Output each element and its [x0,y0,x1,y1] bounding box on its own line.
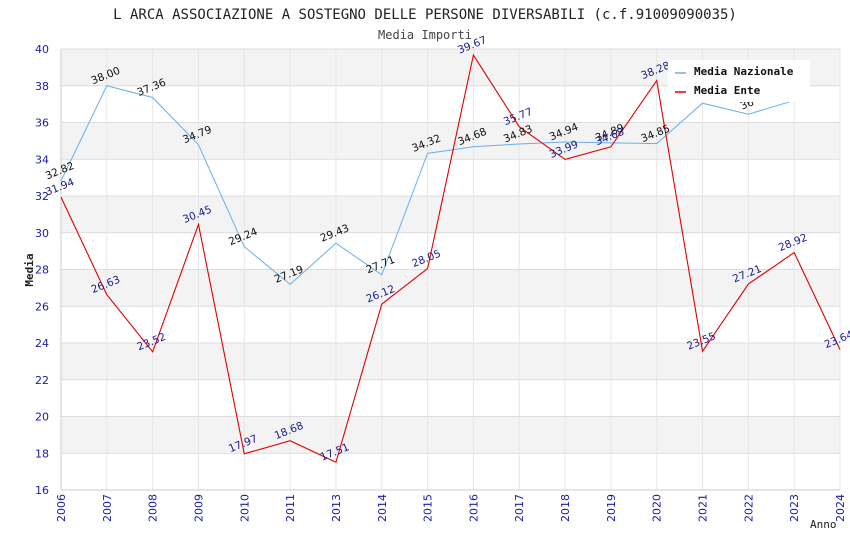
x-axis-label: Anno [810,518,837,531]
x-tick-label: 2009 [192,494,205,522]
y-axis-ticks: 16 18 20 22 24 26 28 30 32 34 36 38 40 [35,43,49,497]
y-axis-label: Media [23,253,36,286]
x-tick-label: 2015 [422,494,435,522]
x-tick-label: 2008 [147,494,160,522]
legend-background [668,60,810,102]
x-tick-label: 2023 [788,494,801,522]
x-tick-label: 2018 [559,494,572,522]
y-tick-label: 20 [35,411,49,424]
y-tick-label: 32 [35,190,49,203]
x-tick-label: 2014 [376,494,389,522]
grid-lines [60,48,841,491]
legend-entry-ente: Media Ente [694,84,761,97]
grid-band [61,453,840,490]
y-tick-label: 30 [35,227,49,240]
x-tick-label: 2020 [651,494,664,522]
y-tick-label: 24 [35,337,49,350]
y-tick-label: 36 [35,117,49,130]
grid-band [61,196,840,233]
grid-band [61,232,840,270]
y-tick-label: 34 [35,153,49,166]
grid-band [61,306,840,343]
chart-title: L ARCA ASSOCIAZIONE A SOSTEGNO DELLE PER… [113,7,737,23]
grid-band [61,416,840,454]
x-tick-label: 2017 [513,494,526,522]
x-tick-label: 2022 [742,494,755,522]
grid-bands [61,49,840,490]
series-line-nazionale [60,85,795,286]
x-tick-label: 2021 [697,494,710,522]
x-tick-label: 2007 [101,494,114,522]
grid-band [61,343,840,380]
y-tick-label: 28 [35,264,49,277]
y-tick-label: 38 [35,80,49,93]
grid-band [61,379,840,417]
x-tick-label: 2010 [238,494,251,522]
y-tick-label: 16 [35,484,49,497]
y-tick-label: 22 [35,374,49,387]
x-tick-label: 2013 [330,494,343,522]
legend-entry-nazionale: Media Nazionale [694,65,794,78]
x-tick-label: 2006 [55,494,68,522]
y-tick-label: 26 [35,300,49,313]
series-line-ente [60,53,841,464]
chart-subtitle: Media Importi [378,28,472,42]
grid-band [61,269,840,307]
x-axis-ticks: 2006 2007 2008 2009 2010 2011 2013 2014 2015 2016… [55,494,847,522]
x-tick-label: 2011 [284,494,297,522]
series-lines [60,53,841,464]
grid-band [61,122,840,160]
grid-band [61,159,840,196]
legend: Media Nazionale Media Ente [668,60,810,102]
y-tick-label: 18 [35,447,49,460]
x-tick-label: 2016 [467,494,480,522]
x-tick-label: 2024 [834,494,847,522]
x-tick-label: 2019 [605,494,618,522]
y-tick-label: 40 [35,43,49,56]
